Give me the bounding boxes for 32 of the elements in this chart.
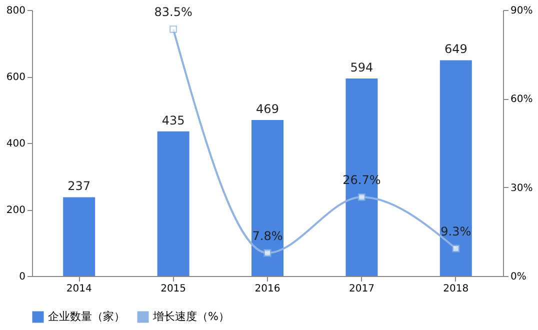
bar [157,131,190,276]
data-label: 649 [444,42,468,56]
x-tick-label: 2015 [160,284,186,294]
data-label: 435 [162,113,185,128]
y-tick-label: 0 [19,272,26,282]
bar [252,120,284,276]
legend-label: 企业数量（家） [48,310,125,323]
point [358,193,366,201]
data-label: 594 [350,60,374,74]
y-tick-label: 600 [6,72,26,83]
bar [63,197,96,276]
x-tick-label: 2017 [348,284,374,294]
y2-tick-label: 30% [510,182,533,194]
data-label: 237 [68,179,91,194]
point [170,25,178,33]
legend-label: 增长速度（%） [152,310,230,323]
y-tick-label: 400 [6,138,26,150]
x-tick-label: 2016 [254,284,280,294]
data-label: 7.8% [252,228,283,243]
y-tick-label: 200 [6,205,26,216]
y-tick-label: 800 [6,6,26,16]
x-tick-label: 2018 [443,284,469,294]
data-label: 9.3% [440,224,472,239]
y2-tick-label: 60% [510,94,533,106]
data-label: 469 [256,102,279,116]
y2-tick-label: 0% [510,272,526,282]
point [452,244,460,252]
y2-tick-label: 90% [510,6,533,16]
data-label: 83.5% [154,5,192,20]
x-tick-label: 2014 [66,284,92,294]
point [264,249,272,257]
bar [440,60,472,276]
